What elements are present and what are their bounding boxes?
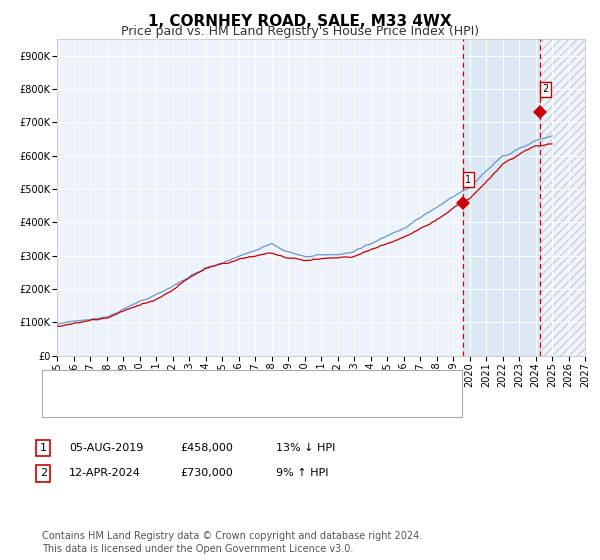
Text: 12-APR-2024: 12-APR-2024 bbox=[69, 468, 141, 478]
Text: Price paid vs. HM Land Registry's House Price Index (HPI): Price paid vs. HM Land Registry's House … bbox=[121, 25, 479, 38]
Text: Contains HM Land Registry data © Crown copyright and database right 2024.
This d: Contains HM Land Registry data © Crown c… bbox=[42, 531, 422, 554]
Text: 1: 1 bbox=[465, 175, 471, 185]
Text: 1: 1 bbox=[40, 443, 47, 453]
Text: 2: 2 bbox=[542, 84, 549, 94]
Text: £458,000: £458,000 bbox=[180, 443, 233, 453]
Bar bbox=[540, 39, 585, 356]
Text: 9% ↑ HPI: 9% ↑ HPI bbox=[276, 468, 329, 478]
Text: HPI: Average price, detached house, Trafford: HPI: Average price, detached house, Traf… bbox=[86, 399, 335, 409]
Text: 2: 2 bbox=[40, 468, 47, 478]
Text: £730,000: £730,000 bbox=[180, 468, 233, 478]
Bar bbox=[540, 39, 585, 356]
Text: 05-AUG-2019: 05-AUG-2019 bbox=[69, 443, 143, 453]
Text: 13% ↓ HPI: 13% ↓ HPI bbox=[276, 443, 335, 453]
Bar bbox=[463, 39, 540, 356]
Text: 1, CORNHEY ROAD, SALE, M33 4WX (detached house): 1, CORNHEY ROAD, SALE, M33 4WX (detached… bbox=[86, 379, 388, 389]
Text: 1, CORNHEY ROAD, SALE, M33 4WX: 1, CORNHEY ROAD, SALE, M33 4WX bbox=[148, 14, 452, 29]
